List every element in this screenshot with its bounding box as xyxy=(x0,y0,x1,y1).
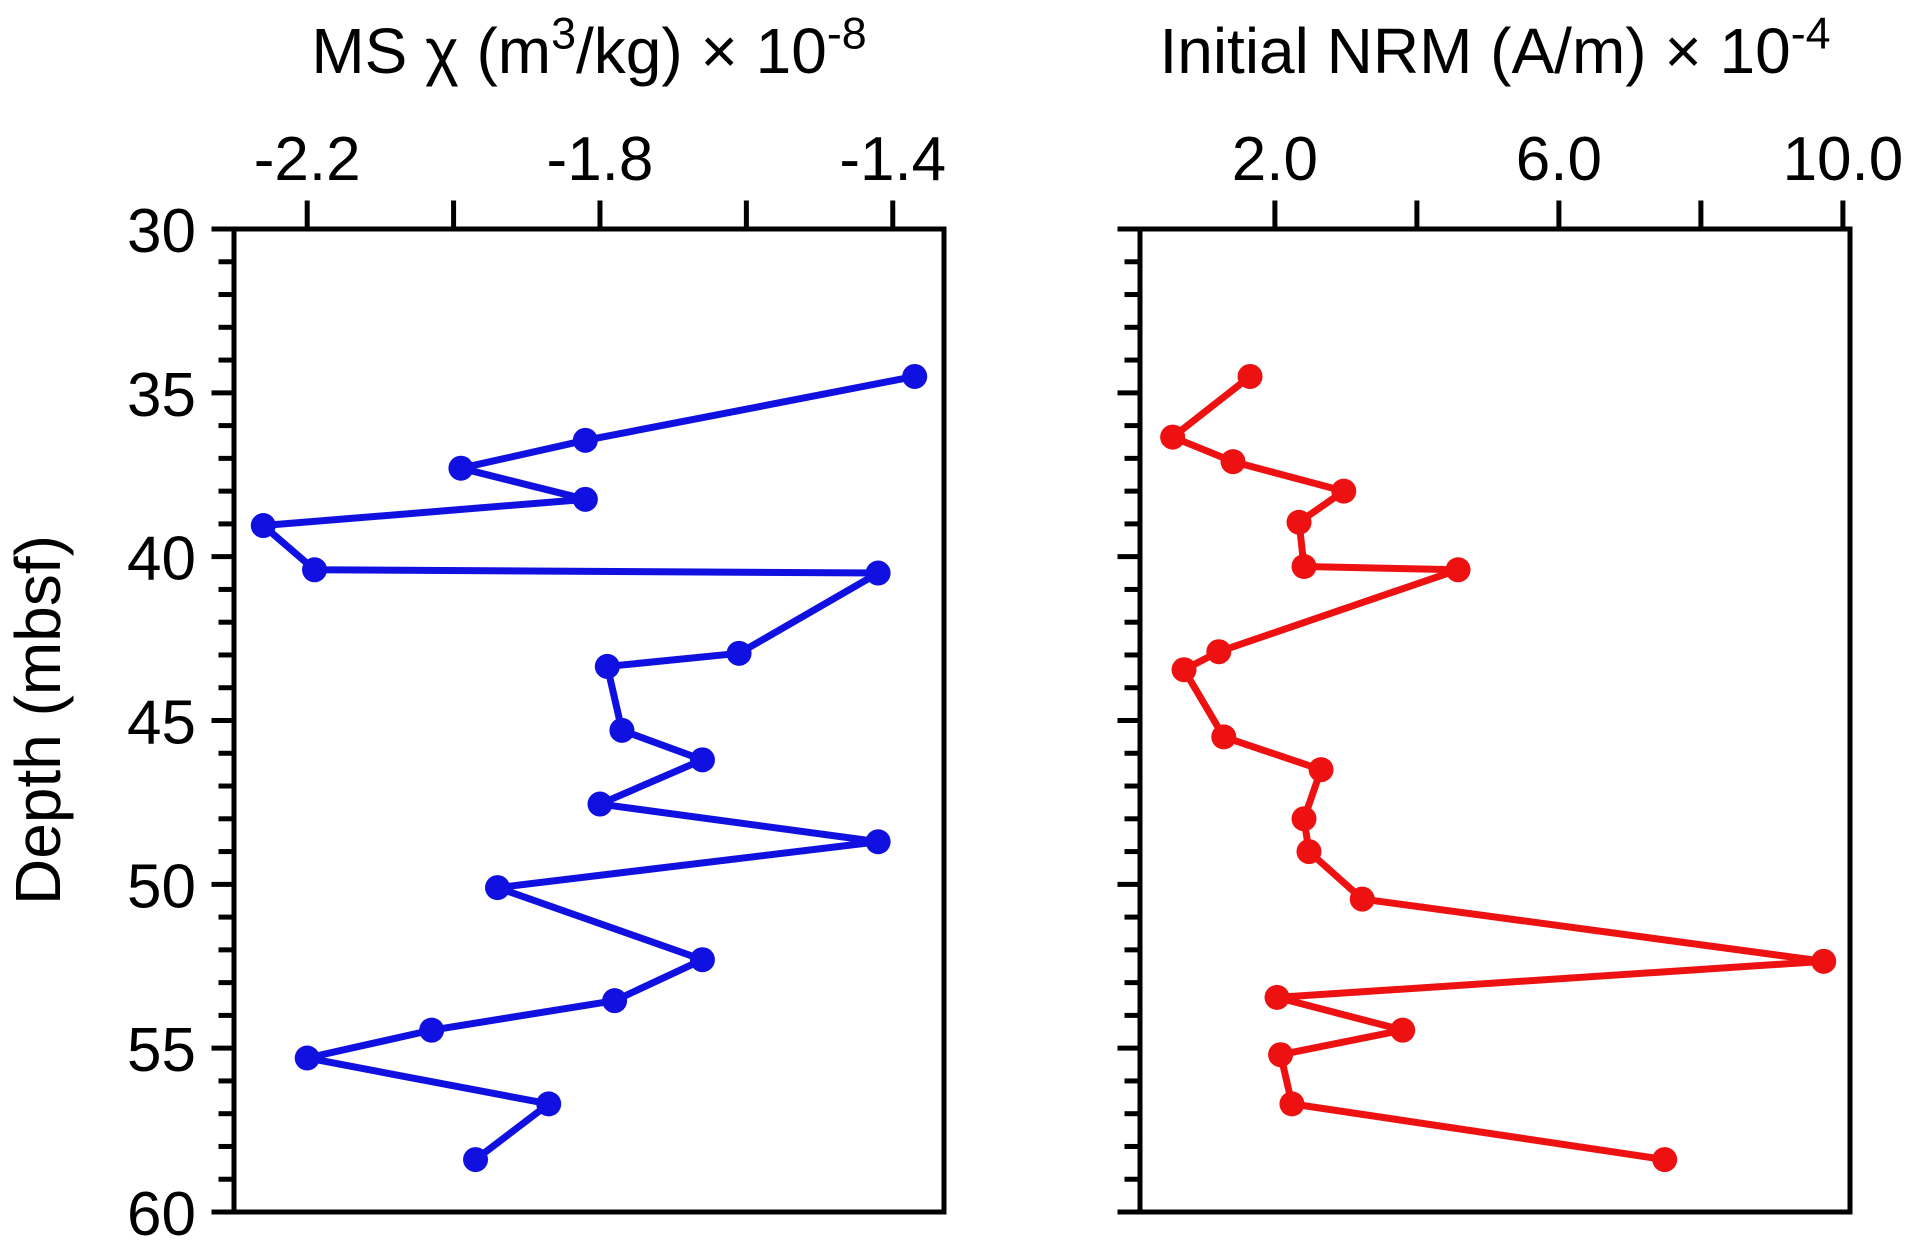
depth-tick-label: 60 xyxy=(127,1180,196,1249)
ms-data-point xyxy=(726,640,752,666)
nrm-x-tick-label: 2.0 xyxy=(1232,125,1318,194)
nrm-data-point xyxy=(1308,757,1334,783)
nrm-x-tick-label: 6.0 xyxy=(1516,125,1602,194)
depth-tick-label: 55 xyxy=(127,1016,196,1085)
nrm-title-text: Initial NRM (A/m) × 10 xyxy=(1159,15,1791,87)
ms-data-point xyxy=(448,455,474,481)
depth-tick-label: 35 xyxy=(127,361,196,430)
depth-tick-label: 30 xyxy=(127,197,196,266)
ms-title-text: 3 xyxy=(551,8,577,59)
depth-axis-label: Depth (mbsf) xyxy=(2,535,74,905)
nrm-data-point xyxy=(1264,984,1290,1010)
depth-tick-label: 50 xyxy=(127,852,196,921)
ms-data-point xyxy=(609,717,635,743)
ms-data-point xyxy=(689,947,715,973)
nrm-data-point xyxy=(1291,553,1317,579)
ms-data-point xyxy=(536,1091,562,1117)
nrm-data-point xyxy=(1331,478,1357,504)
nrm-x-tick-label: 10.0 xyxy=(1783,125,1904,194)
ms-x-tick-label: -2.2 xyxy=(254,125,361,194)
nrm-data-point xyxy=(1296,839,1322,865)
ms-x-tick-label: -1.8 xyxy=(547,125,654,194)
ms-plot-area xyxy=(231,226,947,1215)
ms-data-point xyxy=(485,875,511,901)
ms-data-point xyxy=(463,1147,489,1173)
nrm-data-point xyxy=(1445,557,1471,583)
nrm-data-point xyxy=(1268,1042,1294,1068)
nrm-data-point xyxy=(1286,509,1312,535)
depth-tick-label: 45 xyxy=(127,689,196,758)
nrm-data-point xyxy=(1291,806,1317,832)
ms-data-point xyxy=(902,363,928,389)
ms-panel-title: MS χ (m3/kg) × 10-8 xyxy=(234,6,944,96)
nrm-plot-area xyxy=(1137,226,1853,1215)
depth-tick-label: 40 xyxy=(127,525,196,594)
nrm-data-point xyxy=(1652,1147,1678,1173)
ms-data-point xyxy=(302,557,328,583)
ms-series-line xyxy=(259,372,919,1164)
ms-data-point xyxy=(572,486,598,512)
ms-data-point xyxy=(865,829,891,855)
ms-data-point xyxy=(865,560,891,586)
ms-data-point xyxy=(572,427,598,453)
ms-x-tick-label: -1.4 xyxy=(839,125,946,194)
nrm-data-point xyxy=(1206,639,1232,665)
nrm-data-point xyxy=(1171,657,1197,683)
ms-data-point xyxy=(602,988,628,1014)
ms-data-point xyxy=(250,513,276,539)
nrm-series-line xyxy=(1169,372,1828,1164)
ms-title-text: -8 xyxy=(826,8,867,59)
ms-data-point xyxy=(587,791,613,817)
ms-data-point xyxy=(689,747,715,773)
nrm-data-point xyxy=(1220,449,1246,475)
nrm-data-point xyxy=(1349,886,1375,912)
nrm-data-point xyxy=(1811,948,1837,974)
ms-data-point xyxy=(294,1045,320,1071)
nrm-data-point xyxy=(1160,424,1186,450)
nrm-data-point xyxy=(1390,1017,1416,1043)
nrm-title-text: -4 xyxy=(1790,8,1831,59)
nrm-data-point xyxy=(1211,724,1237,750)
ms-title-text: MS χ (m xyxy=(311,15,552,87)
ms-data-point xyxy=(594,653,620,679)
ms-data-point xyxy=(419,1017,445,1043)
nrm-data-point xyxy=(1279,1091,1305,1117)
nrm-panel-title: Initial NRM (A/m) × 10-4 xyxy=(1140,6,1850,96)
ms-title-text: /kg) × 10 xyxy=(576,15,827,87)
nrm-data-point xyxy=(1237,363,1263,389)
